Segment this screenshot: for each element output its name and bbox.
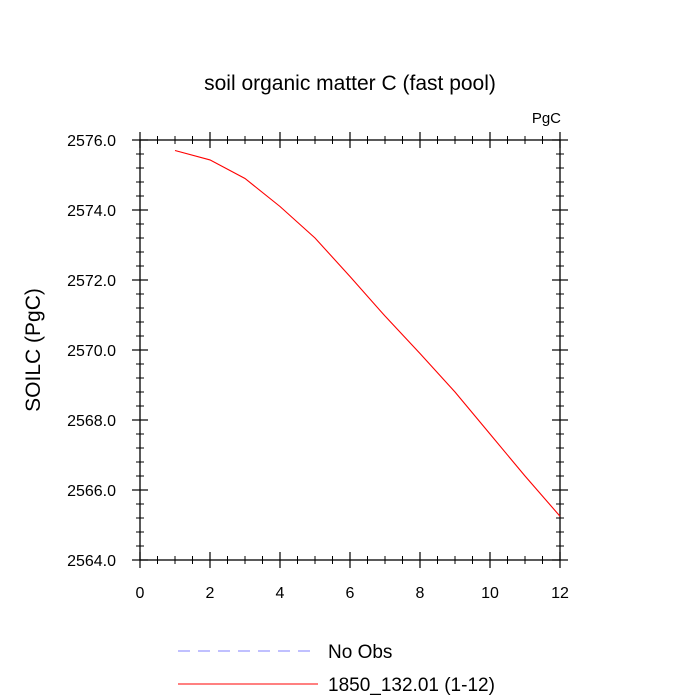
series-layer: [174, 149, 561, 517]
x-tick-label: 2: [206, 585, 215, 602]
x-tick-label: 6: [346, 585, 355, 602]
legend: No Obs 1850_132.01 (1-12): [178, 642, 495, 696]
chart-title: soil organic matter C (fast pool): [204, 72, 496, 95]
x-tick-label: 12: [551, 585, 569, 602]
y-tick-label: 2570.0: [67, 343, 116, 360]
plot-frame: [139, 139, 561, 561]
y-axis-label: SOILC (PgC): [22, 288, 45, 412]
x-tick-label: 0: [136, 585, 145, 602]
legend-label: No Obs: [328, 642, 392, 663]
y-tick-label: 2574.0: [67, 203, 116, 220]
legend-label: 1850_132.01 (1-12): [328, 675, 495, 696]
axis-ticks: 0 2 4 6 8 10 12 2564.0 2566.0 2568.0 2570.0 2572.0 2…: [67, 132, 569, 602]
y-tick-label: 2564.0: [67, 553, 116, 570]
y-tick-label: 2572.0: [67, 273, 116, 290]
series-line: [174, 149, 561, 517]
x-tick-label: 10: [481, 585, 499, 602]
y-tick-label: 2568.0: [67, 413, 116, 430]
x-tick-label: 8: [416, 585, 425, 602]
units-label: PgC: [532, 110, 561, 127]
y-tick-label: 2576.0: [67, 133, 116, 150]
y-tick-label: 2566.0: [67, 483, 116, 500]
x-tick-label: 4: [276, 585, 285, 602]
